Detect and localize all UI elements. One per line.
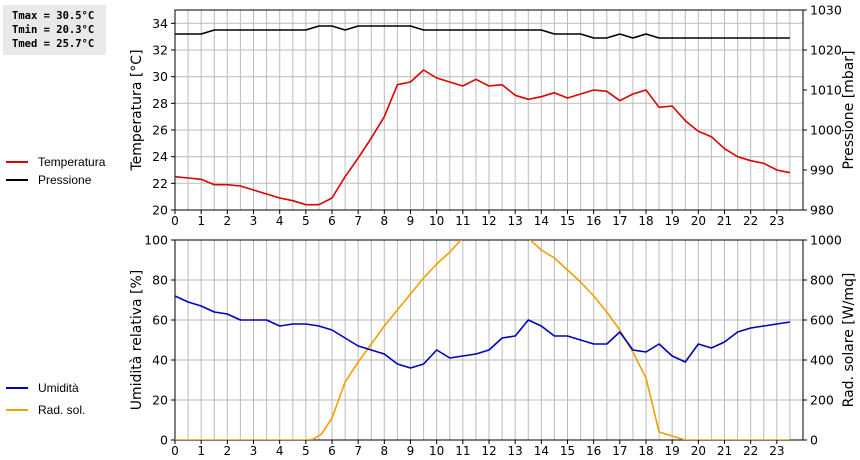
temp-pressure-x-tick-label: 11 bbox=[455, 214, 470, 228]
temp-pressure-yr-tick-label: 1010 bbox=[810, 83, 842, 98]
temp-pressure-x-tick-label: 9 bbox=[407, 214, 415, 228]
humidity-radiation-x-tick-label: 14 bbox=[534, 444, 549, 458]
temp-pressure-x-tick-label: 4 bbox=[276, 214, 284, 228]
humidity-radiation-yr-tick-label: 400 bbox=[810, 353, 834, 368]
temp-pressure-yl-tick-label: 20 bbox=[152, 203, 168, 218]
humidity-radiation-x-tick-label: 11 bbox=[455, 444, 470, 458]
humidity-radiation-x-tick-label: 21 bbox=[717, 444, 732, 458]
temp-pressure-x-tick-label: 13 bbox=[508, 214, 523, 228]
humidity-radiation-x-tick-label: 13 bbox=[508, 444, 523, 458]
humidity-radiation-x-tick-label: 18 bbox=[638, 444, 653, 458]
humidity-radiation-x-tick-label: 5 bbox=[302, 444, 310, 458]
humidity-radiation-x-tick-label: 20 bbox=[691, 444, 706, 458]
humidity-radiation-x-tick-label: 7 bbox=[354, 444, 362, 458]
humidity-radiation-yr-tick-label: 200 bbox=[810, 393, 834, 408]
legend-swatch-rad-sol bbox=[6, 409, 28, 411]
stats-box: Tmax = 30.5°C Tmin = 20.3°C Tmed = 25.7°… bbox=[3, 5, 106, 55]
humidity-radiation-x-tick-label: 12 bbox=[481, 444, 496, 458]
temp-pressure-x-tick-label: 3 bbox=[250, 214, 258, 228]
temp-pressure-yl-tick-label: 32 bbox=[152, 43, 168, 58]
humidity-radiation-x-tick-label: 0 bbox=[171, 444, 179, 458]
legend-swatch-umidita bbox=[6, 387, 28, 389]
temp-pressure-yl-tick-label: 30 bbox=[152, 69, 168, 84]
temp-pressure-yr-tick-label: 1030 bbox=[810, 3, 842, 18]
humidity-radiation-yl-tick-label: 80 bbox=[152, 273, 168, 288]
humidity-radiation-x-tick-label: 15 bbox=[560, 444, 575, 458]
humidity-radiation-yl-tick-label: 40 bbox=[152, 353, 168, 368]
temp-pressure-x-tick-label: 16 bbox=[586, 214, 601, 228]
humidity-radiation-x-tick-label: 1 bbox=[197, 444, 205, 458]
legend-label-rad-sol: Rad. sol. bbox=[38, 403, 86, 417]
temp-pressure-x-tick-label: 18 bbox=[638, 214, 653, 228]
humidity-radiation-yl-tick-label: 60 bbox=[152, 313, 168, 328]
humidity-radiation-ylabel-right: Rad. solare [W/mq] bbox=[841, 273, 857, 408]
tmax-label: Tmax = 30.5°C bbox=[12, 10, 95, 22]
temp-pressure-yr-tick-label: 1000 bbox=[810, 123, 842, 138]
humidity-radiation-yl-tick-label: 0 bbox=[160, 433, 168, 448]
humidity-radiation-x-tick-label: 23 bbox=[769, 444, 784, 458]
temp-pressure-yl-tick-label: 34 bbox=[152, 16, 168, 31]
humidity-radiation-ylabel-left: Umidità relativa [%] bbox=[129, 270, 145, 411]
temp-pressure-x-tick-label: 22 bbox=[743, 214, 758, 228]
legend-label-umidita: Umidità bbox=[38, 381, 79, 395]
legend-item-temperatura: Temperatura bbox=[6, 155, 105, 169]
temp-pressure-yr-tick-label: 990 bbox=[810, 163, 834, 178]
temp-pressure-yr-tick-label: 1020 bbox=[810, 43, 842, 58]
humidity-radiation-x-tick-label: 6 bbox=[328, 444, 336, 458]
temp-pressure-x-tick-label: 23 bbox=[769, 214, 784, 228]
humidity-radiation-yl-tick-label: 100 bbox=[144, 233, 168, 248]
humidity-radiation-x-tick-label: 17 bbox=[612, 444, 627, 458]
temp-pressure-x-tick-label: 8 bbox=[381, 214, 389, 228]
legend-label-temperatura: Temperatura bbox=[38, 155, 106, 169]
temp-pressure-ylabel-left: Temperatura [°C] bbox=[129, 49, 145, 171]
series-line-umidit bbox=[175, 295, 791, 369]
legend-item-umidita: Umidità bbox=[6, 381, 79, 395]
humidity-radiation-yr-tick-label: 600 bbox=[810, 313, 834, 328]
humidity-radiation-x-tick-label: 2 bbox=[224, 444, 232, 458]
temp-pressure-x-tick-label: 14 bbox=[534, 214, 549, 228]
temp-pressure-x-tick-label: 5 bbox=[302, 214, 310, 228]
humidity-radiation-yr-tick-label: 1000 bbox=[810, 233, 842, 248]
humidity-radiation-yl-tick-label: 20 bbox=[152, 393, 168, 408]
temp-pressure-x-tick-label: 20 bbox=[691, 214, 706, 228]
temp-pressure-yl-tick-label: 24 bbox=[152, 149, 168, 164]
temp-pressure-x-tick-label: 17 bbox=[612, 214, 627, 228]
series-line-temperatura bbox=[175, 69, 791, 206]
temp-pressure-yr-tick-label: 980 bbox=[810, 203, 834, 218]
humidity-radiation-yr-tick-label: 800 bbox=[810, 273, 834, 288]
humidity-radiation-yr-tick-label: 0 bbox=[810, 433, 818, 448]
temp-pressure-x-tick-label: 0 bbox=[171, 214, 179, 228]
humidity-radiation-x-tick-label: 10 bbox=[429, 444, 444, 458]
humidity-radiation-x-tick-label: 3 bbox=[250, 444, 258, 458]
legend-swatch-pressione bbox=[6, 179, 28, 181]
humidity-radiation-x-tick-label: 4 bbox=[276, 444, 284, 458]
temp-pressure-yl-tick-label: 22 bbox=[152, 176, 168, 191]
legend-label-pressione: Pressione bbox=[38, 173, 92, 187]
humidity-radiation-x-tick-label: 19 bbox=[665, 444, 680, 458]
legend-swatch-temperatura bbox=[6, 161, 28, 163]
tmin-label: Tmin = 20.3°C bbox=[12, 24, 95, 36]
humidity-radiation-x-tick-label: 22 bbox=[743, 444, 758, 458]
temp-pressure-x-tick-label: 21 bbox=[717, 214, 732, 228]
temp-pressure-x-tick-label: 2 bbox=[224, 214, 232, 228]
temp-pressure-x-tick-label: 6 bbox=[328, 214, 336, 228]
temp-pressure-ylabel-right: Pressione [mbar] bbox=[841, 50, 857, 169]
temp-pressure-x-tick-label: 12 bbox=[481, 214, 496, 228]
temp-pressure-x-tick-label: 19 bbox=[665, 214, 680, 228]
humidity-radiation-x-tick-label: 8 bbox=[381, 444, 389, 458]
humidity-radiation-x-tick-label: 16 bbox=[586, 444, 601, 458]
legend-item-pressione: Pressione bbox=[6, 173, 91, 187]
series-line-rad-sol bbox=[175, 240, 790, 440]
temp-pressure-x-tick-label: 10 bbox=[429, 214, 444, 228]
temp-pressure-yl-tick-label: 26 bbox=[152, 123, 168, 138]
temp-pressure-x-tick-label: 7 bbox=[354, 214, 362, 228]
temp-pressure-yl-tick-label: 28 bbox=[152, 96, 168, 111]
series-line-pressione bbox=[175, 25, 790, 39]
temp-pressure-x-tick-label: 1 bbox=[197, 214, 205, 228]
humidity-radiation-x-tick-label: 9 bbox=[407, 444, 415, 458]
temp-pressure-x-tick-label: 15 bbox=[560, 214, 575, 228]
tmed-label: Tmed = 25.7°C bbox=[12, 38, 95, 50]
legend-item-rad-sol: Rad. sol. bbox=[6, 403, 85, 417]
